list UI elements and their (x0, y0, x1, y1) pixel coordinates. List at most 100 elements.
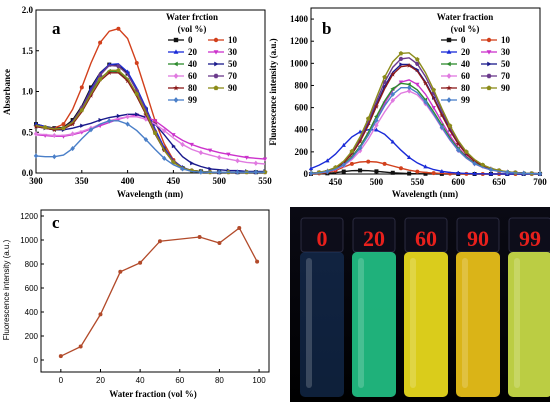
data-point (383, 84, 388, 89)
data-point (357, 138, 363, 144)
data-point (415, 169, 420, 174)
legend-marker (173, 73, 179, 79)
y-tick-label: 0 (304, 169, 309, 179)
data-point (390, 86, 395, 91)
data-point (116, 64, 121, 69)
data-point (374, 117, 379, 123)
data-point (456, 170, 461, 175)
legend-label: 70 (501, 71, 511, 81)
vial-highlight (410, 258, 416, 388)
series-line (35, 120, 265, 173)
data-point (162, 155, 167, 161)
legend-marker (446, 73, 452, 79)
data-point (135, 112, 140, 117)
x-tick-label: 650 (492, 177, 506, 187)
data-point (79, 85, 84, 90)
data-point (262, 157, 268, 162)
legend-marker (446, 61, 451, 67)
vial-highlight (514, 258, 520, 388)
legend-marker (173, 49, 179, 54)
data-point (143, 136, 149, 143)
vial-highlight (462, 258, 468, 388)
data-point (244, 155, 249, 160)
vials-photo: 0 20 60 90 99 (290, 207, 550, 402)
x-tick-label: 700 (533, 177, 547, 187)
data-point (472, 171, 477, 176)
data-point (399, 62, 404, 67)
data-point (190, 161, 195, 166)
data-point (152, 130, 158, 136)
vial-label: 99 (519, 226, 541, 251)
legend-marker (486, 85, 492, 91)
vial-body (456, 252, 500, 397)
data-point (118, 269, 123, 274)
legend-marker (446, 97, 452, 103)
data-point (341, 142, 346, 147)
data-point (125, 78, 131, 84)
data-point (422, 80, 429, 86)
y-tick-label: 1.5 (22, 46, 34, 56)
x-tick-label: 450 (329, 177, 343, 187)
data-point (52, 154, 57, 160)
y-tick-label: 1000 (290, 58, 309, 68)
legend-marker (173, 37, 179, 43)
data-point (125, 121, 130, 127)
y-tick-label: 400 (295, 125, 309, 135)
data-point (390, 71, 396, 77)
legend-label: 0 (188, 35, 193, 45)
data-point (358, 168, 363, 173)
data-point (198, 150, 204, 156)
legend-marker (173, 85, 179, 91)
data-point (349, 161, 354, 166)
data-point (98, 117, 103, 123)
data-point (480, 162, 486, 167)
data-point (255, 259, 260, 264)
series-20 (308, 127, 543, 176)
legend-marker (446, 85, 452, 91)
legend-marker (487, 61, 492, 67)
x-tick-label: 400 (121, 176, 135, 186)
data-point (382, 161, 387, 166)
legend-b: 0 10 20 30 40 50 60 70 80 90 99 (441, 35, 511, 105)
legend-marker (486, 37, 492, 43)
x-tick-label: 450 (167, 176, 181, 186)
data-point (308, 170, 314, 177)
y-tick-label: 800 (295, 80, 309, 90)
data-point (398, 56, 404, 61)
legend-label: 10 (228, 35, 238, 45)
data-point (98, 40, 103, 45)
data-point (217, 154, 222, 161)
x-tick-label: 40 (136, 376, 145, 385)
legend-label: 30 (228, 47, 238, 57)
data-point (253, 160, 259, 166)
data-point (116, 113, 121, 119)
vial-body (404, 252, 448, 397)
data-point (208, 166, 213, 172)
y-tick-label: 0.0 (22, 168, 34, 178)
data-point (217, 169, 222, 175)
data-point (226, 152, 231, 157)
data-point (253, 169, 259, 175)
vial-highlight (306, 258, 312, 388)
data-point (439, 112, 445, 118)
legend-label: 90 (501, 83, 511, 93)
legend-marker (213, 50, 219, 55)
data-point (341, 169, 346, 174)
legend-label: 40 (188, 59, 198, 69)
legend-label: 60 (188, 71, 198, 81)
data-point (33, 131, 39, 137)
vial-highlight (358, 258, 364, 388)
data-point (88, 127, 94, 133)
data-point (488, 171, 494, 176)
x-tick-label: 550 (258, 176, 272, 186)
data-point (42, 124, 48, 130)
x-tick-label: 0 (59, 376, 64, 385)
data-point (439, 124, 445, 130)
data-point (406, 62, 412, 68)
vial-99: 99 (508, 217, 550, 397)
data-point (406, 155, 412, 159)
y-tick-label: 1000 (20, 236, 38, 245)
legend-unit-a: (vol %) (178, 24, 207, 34)
x-tick-label: 500 (370, 177, 384, 187)
